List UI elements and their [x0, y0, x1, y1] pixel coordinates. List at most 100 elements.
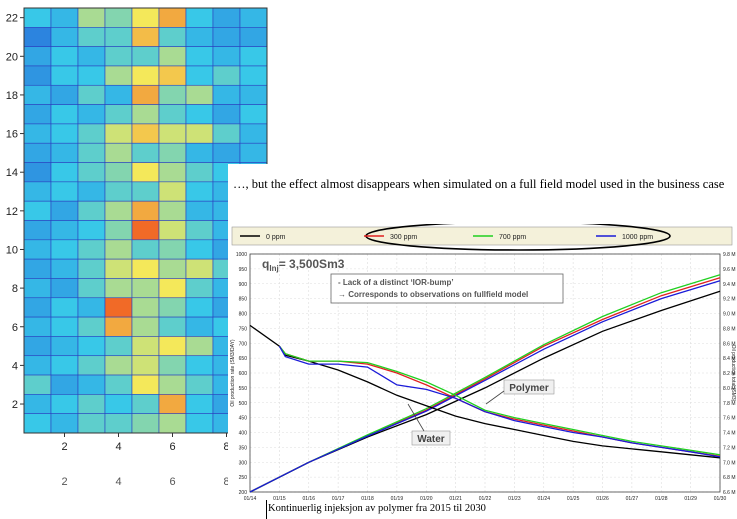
- caption-panel: …, but the effect almost disappears when…: [228, 164, 737, 224]
- heatmap-cell: [131, 336, 160, 357]
- heatmap-y-tick-label: 12: [6, 206, 18, 218]
- x-tick-label: 01/23: [508, 496, 521, 502]
- heatmap-cell: [239, 123, 268, 144]
- heatmap-cell: [158, 297, 187, 318]
- y-right-tick-label: 8.2 M: [723, 371, 736, 377]
- heatmap-cell: [77, 27, 106, 47]
- heatmap-cell: [104, 162, 133, 183]
- total-series-line: [249, 280, 721, 493]
- heatmap-cell: [77, 374, 106, 395]
- heatmap-x-tick-label: 2: [61, 441, 67, 453]
- y-tick-label: 500: [239, 401, 248, 407]
- heatmap-cell: [77, 46, 106, 67]
- y-axis-label: Oil production rate (SM3/DAY): [230, 339, 236, 406]
- heatmap-cell: [104, 7, 133, 28]
- heatmap-x-tick-label: 4: [115, 441, 121, 453]
- heatmap-cell: [77, 278, 106, 299]
- y-tick-label: 400: [239, 431, 248, 437]
- heatmap-cell: [239, 27, 268, 47]
- heatmap-cell: [131, 394, 160, 414]
- heatmap-cell: [185, 84, 214, 105]
- y-tick-label: 300: [239, 460, 248, 466]
- heatmap-y-tick-label: 6: [12, 322, 18, 334]
- heatmap-cell: [185, 123, 214, 144]
- heatmap-cell: [23, 239, 52, 260]
- heatmap-cell: [23, 297, 52, 318]
- water-label-box: [411, 430, 451, 446]
- heatmap-cell: [50, 374, 79, 395]
- y-right-tick-label: 7.8 M: [723, 401, 736, 407]
- heatmap-cell: [131, 7, 160, 28]
- y-axis-right-label: Oil production total (SM3): [730, 345, 736, 402]
- heatmap-cell: [77, 65, 106, 86]
- heatmap-cell: [239, 46, 268, 67]
- heatmap-cell: [50, 142, 79, 163]
- heatmap-cell: [104, 84, 133, 105]
- heatmap-cell: [131, 46, 160, 67]
- heatmap-cell: [23, 200, 52, 221]
- heatmap-cell: [185, 7, 214, 28]
- x-tick-label: 01/24: [537, 496, 550, 502]
- heatmap-cell: [50, 200, 79, 221]
- polymer-label-box: [503, 379, 555, 395]
- y-tick-label: 700: [239, 341, 248, 347]
- heatmap-cell: [185, 278, 214, 299]
- heatmap-x-tick-label: 6: [169, 441, 175, 453]
- heatmap-cell: [185, 65, 214, 86]
- heatmap-cell: [77, 200, 106, 221]
- heatmap-cell: [212, 27, 241, 47]
- water-label: Water: [417, 434, 445, 445]
- heatmap-y-tick-label: 10: [6, 244, 18, 256]
- heatmap-cell: [50, 413, 79, 434]
- heatmap-cell: [131, 162, 160, 183]
- heatmap-cell: [104, 239, 133, 260]
- heatmap-cell: [50, 394, 79, 414]
- heatmap-cell: [158, 162, 187, 183]
- heatmap-cell: [185, 316, 214, 337]
- heatmap-y-tick-label: 16: [6, 129, 18, 141]
- heatmap-cell: [239, 104, 268, 125]
- heatmap-cell: [131, 220, 160, 241]
- caption-text: …, but the effect almost disappears when…: [233, 177, 725, 191]
- heatmap-cell: [158, 46, 187, 67]
- y-tick-label: 650: [239, 356, 248, 362]
- legend-label: 700 ppm: [499, 234, 526, 241]
- heatmap-cell: [212, 84, 241, 105]
- y-tick-label: 850: [239, 297, 248, 303]
- y-tick-label: 800: [239, 312, 248, 318]
- polymer-label: Polymer: [509, 383, 549, 394]
- y-right-tick-label: 6.6 M: [723, 490, 736, 496]
- heatmap-cell: [104, 297, 133, 318]
- heatmap-y-tick-label: 18: [6, 90, 18, 102]
- heatmap-cell: [131, 65, 160, 86]
- heatmap-cell: [77, 123, 106, 144]
- legend-label: 300 ppm: [390, 234, 417, 241]
- heatmap-cell: [77, 7, 106, 28]
- heatmap-cell: [131, 142, 160, 163]
- x-tick-label: 01/30: [714, 496, 727, 502]
- y-right-tick-label: 7.4 M: [723, 431, 736, 437]
- x-tick-label: 01/25: [567, 496, 580, 502]
- heatmap-cell: [104, 65, 133, 86]
- y-right-tick-label: 6.8 M: [723, 475, 736, 481]
- x-tick-label: 01/26: [596, 496, 609, 502]
- heatmap-cell: [239, 65, 268, 86]
- heatmap-cell: [158, 336, 187, 357]
- heatmap-cell: [131, 278, 160, 299]
- heatmap-cell: [158, 374, 187, 395]
- heatmap-cell: [23, 7, 52, 28]
- heatmap-cell: [185, 413, 214, 434]
- annotation-box: [330, 273, 564, 304]
- heatmap-cell: [131, 200, 160, 221]
- heatmap-cell: [23, 413, 52, 434]
- heatmap-cell: [77, 394, 106, 414]
- heatmap-cell: [158, 316, 187, 337]
- heatmap-y-tick-label: 22: [6, 13, 18, 25]
- heatmap-cell: [158, 413, 187, 434]
- y-tick-label: 1000: [236, 252, 247, 258]
- heatmap-cell: [23, 123, 52, 144]
- y-tick-label: 350: [239, 445, 248, 451]
- heatmap-cell: [212, 142, 241, 163]
- annotation-line: → Corresponds to observations on fullfie…: [338, 290, 528, 299]
